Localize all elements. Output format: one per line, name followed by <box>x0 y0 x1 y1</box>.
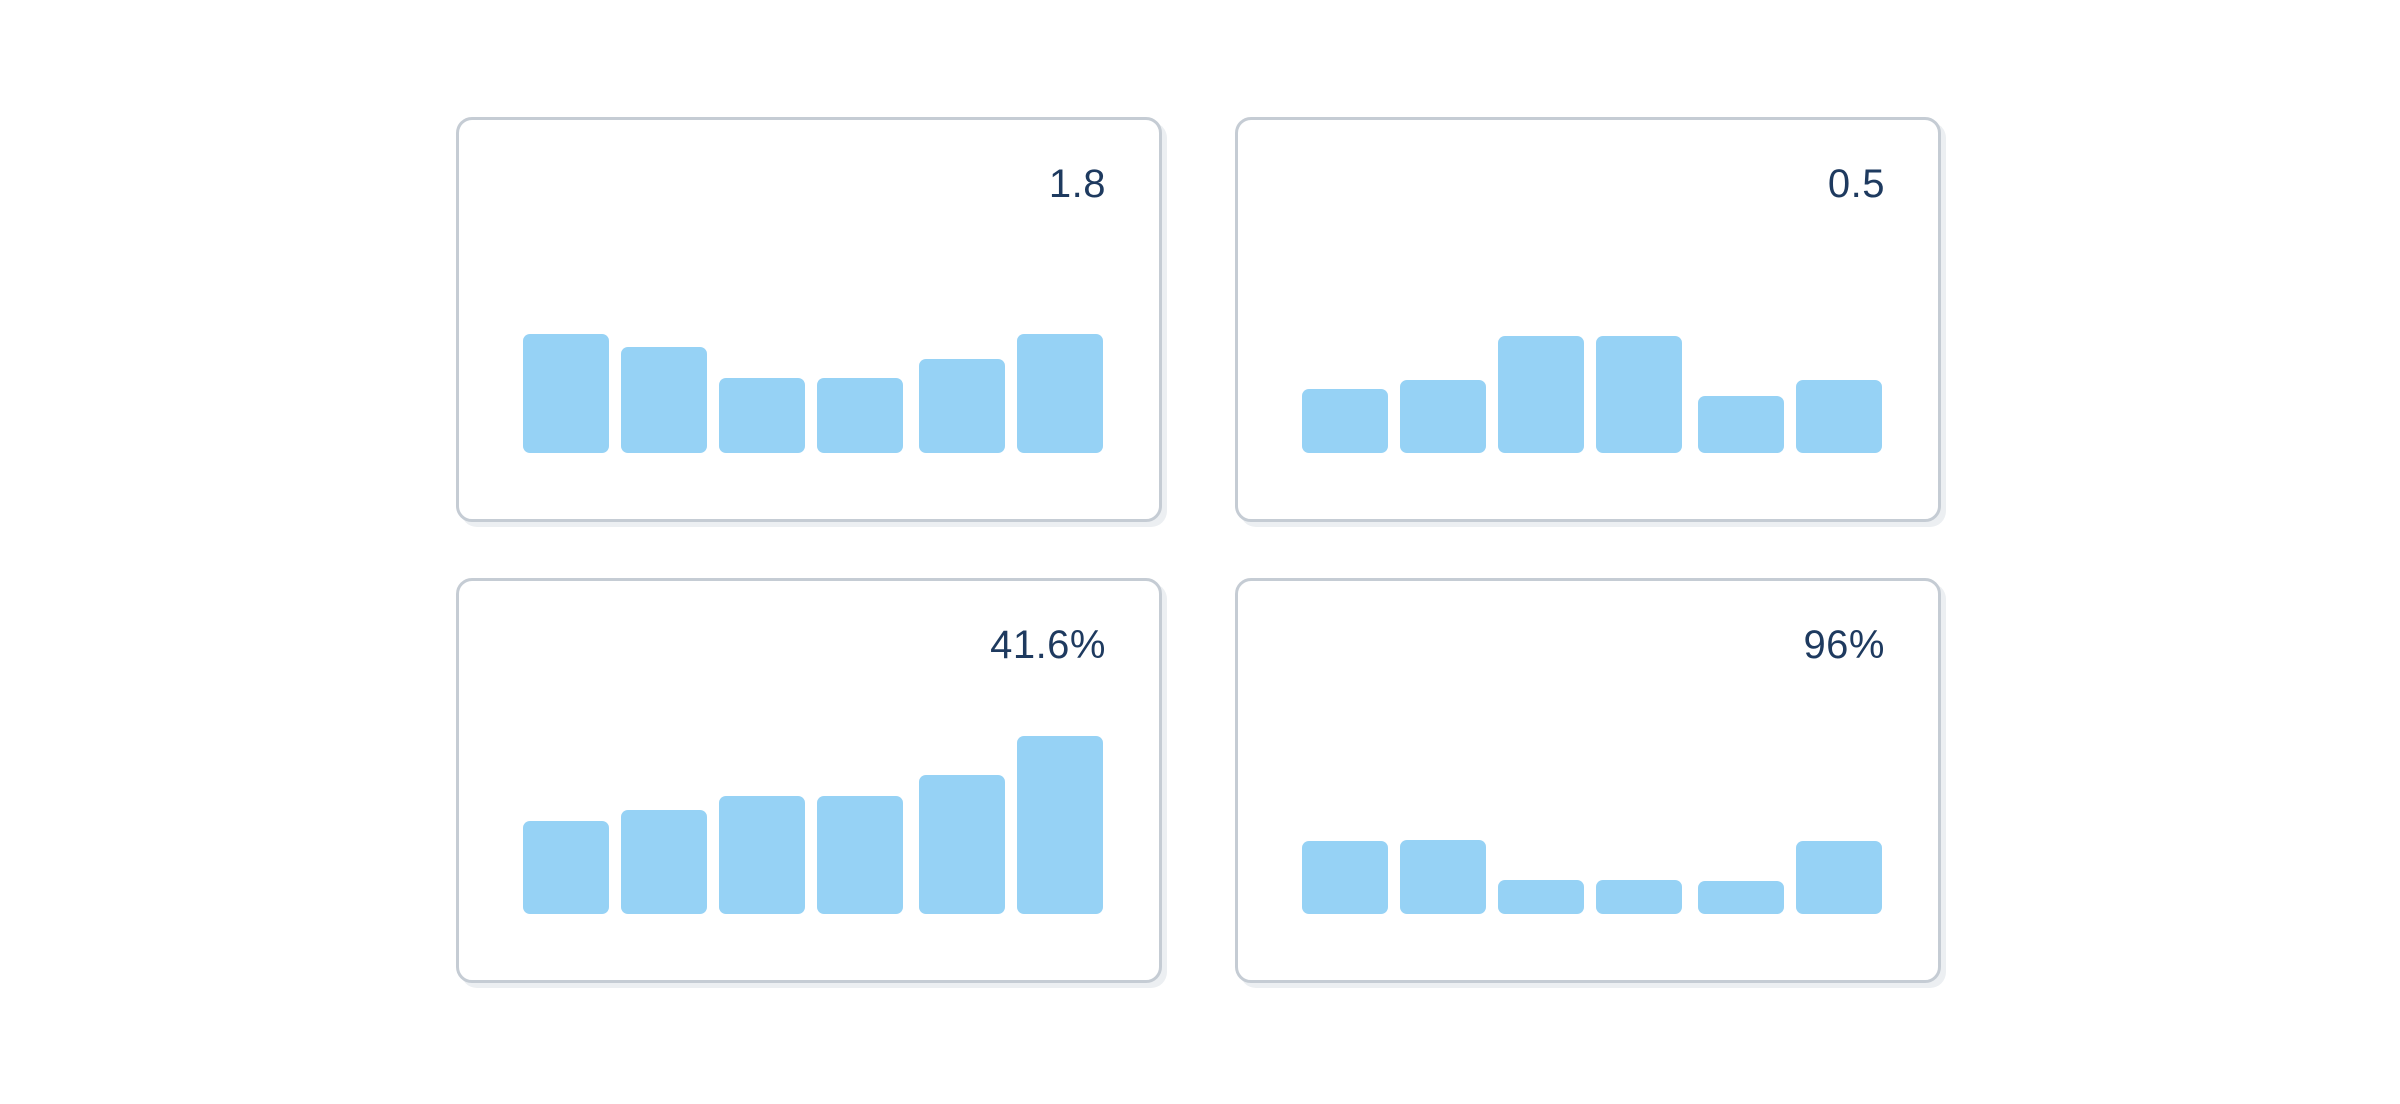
bar-4 <box>1596 880 1682 914</box>
bar-3 <box>1498 880 1584 914</box>
bar-3 <box>1498 336 1584 453</box>
metric-card-4: 96% <box>1235 578 1941 983</box>
bar-3 <box>719 796 805 914</box>
bar-6 <box>1796 841 1882 914</box>
metric-value: 0.5 <box>1827 162 1885 206</box>
bar-2 <box>621 347 707 453</box>
bar-1 <box>1302 389 1388 453</box>
bar-1 <box>523 334 609 453</box>
metric-value: 41.6% <box>990 623 1106 667</box>
metric-card-1: 1.8 <box>456 117 1162 522</box>
bar-3 <box>719 378 805 453</box>
bar-6 <box>1017 334 1103 453</box>
bar-4 <box>817 378 903 453</box>
metric-value: 96% <box>1803 623 1885 667</box>
metric-card-2: 0.5 <box>1235 117 1941 522</box>
bar-6 <box>1796 380 1882 453</box>
bar-5 <box>1698 396 1784 453</box>
bar-5 <box>919 359 1005 453</box>
sparkline-bar-chart <box>1238 581 1938 980</box>
bar-2 <box>1400 380 1486 453</box>
bar-6 <box>1017 736 1103 914</box>
sparkline-bar-chart <box>459 120 1159 519</box>
sparkline-bar-chart <box>1238 120 1938 519</box>
bar-4 <box>817 796 903 914</box>
bar-4 <box>1596 336 1682 453</box>
sparkline-bar-chart <box>459 581 1159 980</box>
bar-2 <box>621 810 707 914</box>
metric-card-3: 41.6% <box>456 578 1162 983</box>
bar-1 <box>1302 841 1388 914</box>
bar-2 <box>1400 840 1486 914</box>
metric-value: 1.8 <box>1048 162 1106 206</box>
bar-5 <box>919 775 1005 914</box>
bar-5 <box>1698 881 1784 914</box>
bar-1 <box>523 821 609 914</box>
